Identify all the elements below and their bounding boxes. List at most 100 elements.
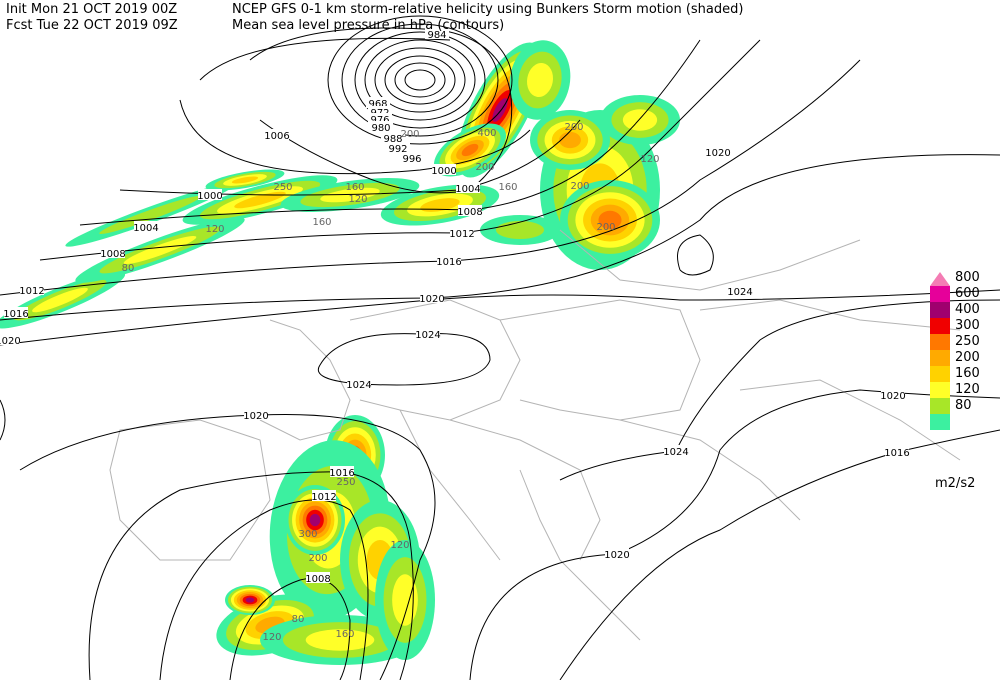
label-bg xyxy=(425,28,449,39)
label-bg xyxy=(458,205,482,216)
contour-label: 1024 xyxy=(415,330,440,341)
isobar xyxy=(364,39,476,121)
legend-swatch xyxy=(930,398,950,414)
label-bg xyxy=(312,490,336,501)
legend-label: 200 xyxy=(955,350,980,365)
shade-area xyxy=(622,109,658,131)
shade-label: 160 xyxy=(312,217,331,228)
isobar xyxy=(374,47,466,113)
isobar xyxy=(0,399,6,441)
legend-swatch xyxy=(930,318,950,334)
shade-label: 120 xyxy=(640,154,659,165)
shade-label: 120 xyxy=(390,540,409,551)
shade-area xyxy=(420,198,460,212)
isobar xyxy=(559,299,1000,481)
isobar xyxy=(19,413,436,681)
shade-label: 200 xyxy=(570,181,589,192)
isobar xyxy=(327,15,513,145)
label-bg xyxy=(306,572,330,583)
shade-area xyxy=(99,195,201,235)
shade-label: 160 xyxy=(345,182,364,193)
border xyxy=(619,419,801,521)
contour-label: 1024 xyxy=(346,380,371,391)
shade-label: 250 xyxy=(273,182,292,193)
contour-label: 980 xyxy=(371,123,390,134)
label-bg xyxy=(605,548,629,559)
legend-label: 160 xyxy=(955,366,980,381)
contour-label: 1006 xyxy=(264,131,289,142)
shade-label: 300 xyxy=(298,529,317,540)
contour-label: 1004 xyxy=(455,184,480,195)
label-bg xyxy=(368,106,392,117)
contour-label: 1016 xyxy=(3,309,28,320)
label-bg xyxy=(437,255,461,266)
contour-label: 1020 xyxy=(419,294,444,305)
contour-label: 1012 xyxy=(19,286,44,297)
border xyxy=(499,299,701,421)
legend-label: 80 xyxy=(955,398,972,413)
isobar xyxy=(341,23,499,137)
legend-swatch xyxy=(930,414,950,430)
isobar xyxy=(39,39,761,261)
label-bg xyxy=(4,307,28,318)
shade-area xyxy=(598,210,622,230)
shade-area xyxy=(32,287,88,313)
label-bg xyxy=(369,121,393,132)
label-bg xyxy=(664,445,688,456)
isobar xyxy=(677,234,714,276)
contour-label: 1024 xyxy=(727,287,752,298)
border xyxy=(519,469,641,641)
contour-label: 1020 xyxy=(880,391,905,402)
label-bg xyxy=(450,227,474,238)
isobar xyxy=(394,62,446,98)
isobar xyxy=(384,55,456,105)
label-bg xyxy=(456,182,480,193)
legend-swatch xyxy=(930,382,950,398)
contour-label: 996 xyxy=(402,154,421,165)
isobar xyxy=(88,471,414,681)
legend-swatch xyxy=(930,286,950,302)
isobar xyxy=(79,39,701,226)
shade-area xyxy=(496,221,544,239)
shade-label: 200 xyxy=(564,122,583,133)
contour-label: 1004 xyxy=(133,223,158,234)
contour-label: 1020 xyxy=(604,550,629,561)
legend-swatch xyxy=(930,302,950,318)
shade-label: 250 xyxy=(336,477,355,488)
isobar xyxy=(404,69,436,91)
legend-label: 400 xyxy=(955,302,980,317)
shade-label: 160 xyxy=(335,629,354,640)
contour-label: 1000 xyxy=(197,191,222,202)
legend-label: 300 xyxy=(955,318,980,333)
shading xyxy=(0,40,680,665)
label-bg xyxy=(101,247,125,258)
contour-label: 1000 xyxy=(431,166,456,177)
shade-area xyxy=(245,597,255,603)
border xyxy=(349,299,521,421)
contour-label: 984 xyxy=(427,30,446,41)
contour-label: 968 xyxy=(368,99,387,110)
border xyxy=(259,319,351,441)
legend-swatch xyxy=(930,334,950,350)
contour-label: 992 xyxy=(388,144,407,155)
title: NCEP GFS 0-1 km storm-relative helicity … xyxy=(232,2,743,17)
label-bg xyxy=(368,113,392,124)
isobar xyxy=(179,99,531,175)
isobar xyxy=(559,429,1000,681)
shade-label: 400 xyxy=(477,128,496,139)
contour-label: 1016 xyxy=(884,448,909,459)
shade-area xyxy=(392,574,418,626)
init-text: Init Mon 21 OCT 2019 00Z xyxy=(6,2,177,17)
label-bg xyxy=(366,97,390,108)
label-bg xyxy=(198,189,222,200)
shade-area xyxy=(309,513,321,527)
shade-area xyxy=(123,235,197,265)
shade-area xyxy=(526,62,554,98)
isobar xyxy=(354,31,486,129)
contour-label: 1020 xyxy=(0,336,21,347)
isobar xyxy=(199,37,451,81)
border xyxy=(699,299,961,331)
label-bg xyxy=(330,466,354,477)
contour-label: 1012 xyxy=(449,229,474,240)
